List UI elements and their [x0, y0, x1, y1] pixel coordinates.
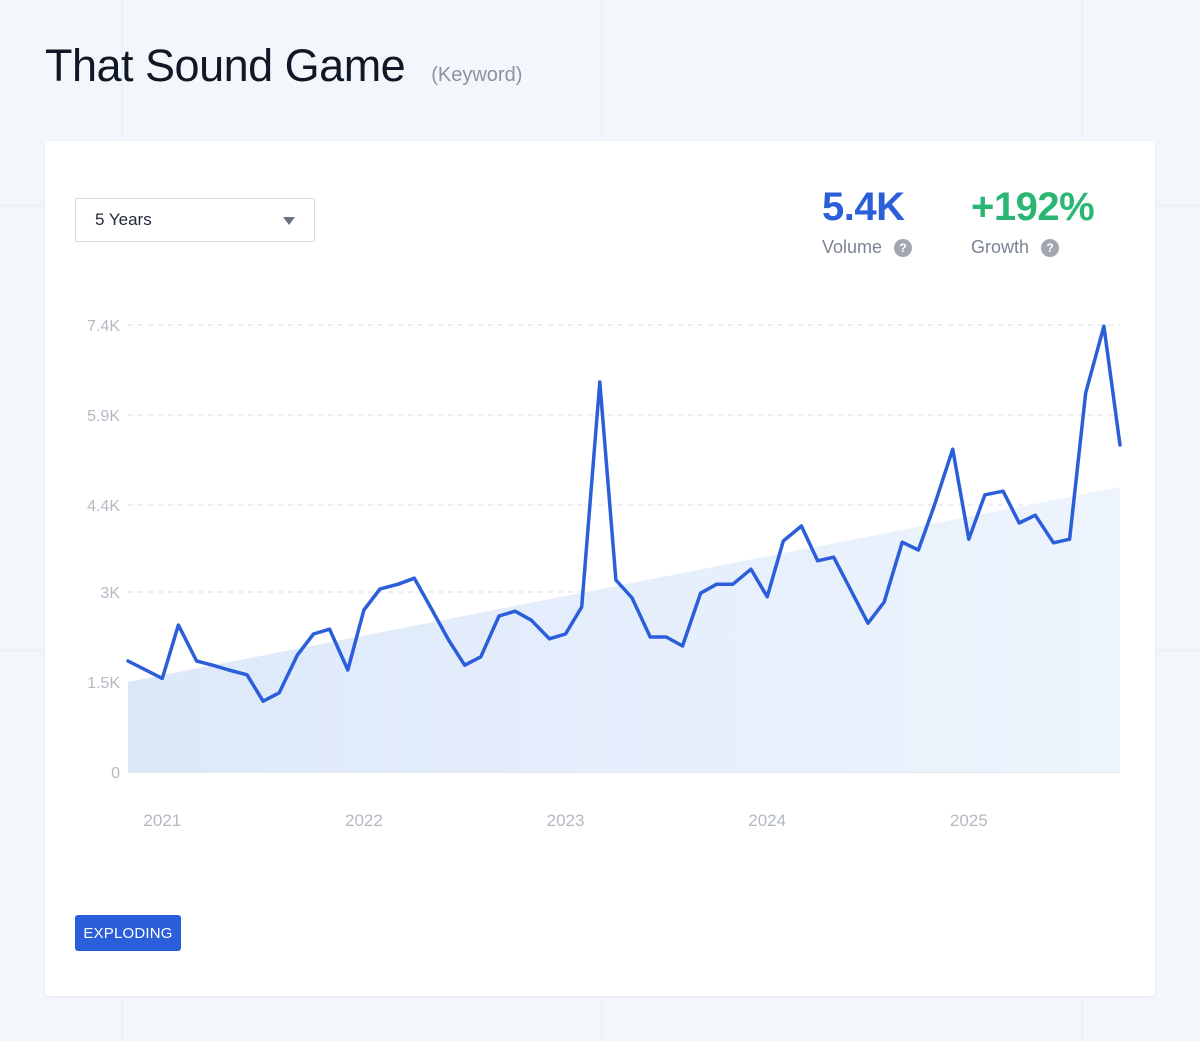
keyword-tag: (Keyword)	[431, 64, 523, 86]
growth-metric: +192% Growth ?	[971, 185, 1095, 258]
volume-metric: 5.4K Volume ?	[822, 185, 913, 258]
line-chart: 0 1.5K 3K 4.4K 5.9K 7.4K 2021 2022 2023 2024 2025	[87, 318, 1122, 830]
trend-card: 5 Years 5.4K Volume ? +192% Growth ? 0 1.…	[45, 141, 1155, 996]
y-tick-label: 1.5K	[87, 675, 120, 692]
x-tick-label: 2024	[748, 811, 786, 830]
x-tick-label: 2025	[950, 811, 988, 830]
y-tick-label: 3K	[100, 585, 120, 602]
page-title: That Sound Game	[45, 40, 406, 91]
time-range-select[interactable]: 5 Years	[75, 198, 315, 242]
question-circle-icon[interactable]: ?	[894, 238, 913, 257]
time-range-value: 5 Years	[95, 210, 152, 229]
caret-down-icon	[283, 217, 295, 225]
y-tick-label: 7.4K	[87, 318, 120, 335]
trend-area	[128, 487, 1120, 772]
volume-label: Volume	[822, 237, 883, 257]
y-tick-label: 0	[111, 765, 120, 782]
volume-value: 5.4K	[822, 185, 905, 229]
title-row: That Sound Game (Keyword)	[45, 40, 522, 92]
x-tick-label: 2022	[345, 811, 383, 830]
y-tick-label: 4.4K	[87, 498, 120, 515]
y-tick-label: 5.9K	[87, 408, 120, 425]
search-volume-line	[126, 324, 1122, 703]
x-tick-label: 2023	[547, 811, 585, 830]
status-badge: EXPLODING	[75, 915, 181, 951]
growth-value: +192%	[971, 185, 1095, 229]
growth-label: Growth	[971, 237, 1030, 257]
question-circle-icon[interactable]: ?	[1041, 238, 1060, 257]
x-tick-label: 2021	[143, 811, 181, 830]
